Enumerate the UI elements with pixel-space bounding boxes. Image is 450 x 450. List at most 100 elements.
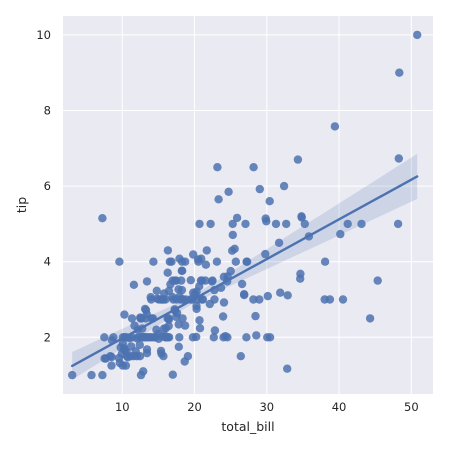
data-point bbox=[274, 238, 284, 247]
data-point bbox=[180, 321, 190, 330]
y-tick-labels: 2 4 6 8 10 bbox=[36, 28, 51, 344]
data-point bbox=[212, 257, 222, 266]
y-tick-label: 2 bbox=[44, 330, 51, 344]
data-point bbox=[163, 314, 172, 323]
data-point bbox=[116, 343, 125, 352]
data-point bbox=[195, 324, 205, 333]
y-tick-label: 4 bbox=[44, 255, 51, 269]
data-point bbox=[252, 331, 261, 340]
data-point bbox=[279, 181, 289, 191]
data-point bbox=[224, 187, 233, 196]
data-point bbox=[127, 314, 137, 323]
data-point bbox=[207, 277, 217, 286]
data-point bbox=[242, 333, 251, 342]
data-point bbox=[265, 197, 274, 206]
data-point bbox=[271, 219, 281, 229]
x-tick-labels: 10 20 30 40 50 bbox=[115, 400, 419, 414]
data-point bbox=[157, 332, 167, 341]
data-point bbox=[330, 122, 340, 131]
data-point bbox=[202, 246, 211, 255]
data-point bbox=[293, 155, 303, 164]
data-point bbox=[296, 269, 305, 278]
data-point bbox=[239, 290, 249, 299]
data-point bbox=[174, 342, 183, 351]
data-point bbox=[210, 326, 220, 335]
data-point bbox=[242, 257, 252, 266]
data-point bbox=[255, 295, 264, 304]
data-point bbox=[98, 214, 107, 223]
data-point bbox=[282, 219, 291, 229]
x-axis-label: total_bill bbox=[221, 419, 274, 434]
data-point bbox=[338, 295, 348, 304]
data-point bbox=[343, 219, 352, 229]
data-point bbox=[141, 305, 151, 315]
data-point bbox=[107, 361, 116, 370]
data-point bbox=[300, 219, 309, 229]
data-point bbox=[177, 266, 186, 275]
data-point bbox=[87, 370, 96, 380]
x-tick-label: 10 bbox=[115, 400, 130, 414]
data-point bbox=[142, 277, 152, 286]
data-point bbox=[120, 310, 129, 319]
data-point bbox=[164, 286, 174, 295]
data-point bbox=[263, 291, 272, 301]
data-point bbox=[101, 354, 111, 363]
data-point bbox=[283, 364, 292, 373]
data-point bbox=[165, 257, 174, 266]
data-point bbox=[192, 301, 201, 311]
data-point bbox=[195, 219, 204, 229]
data-point bbox=[194, 257, 203, 266]
data-point bbox=[174, 320, 183, 329]
data-point bbox=[209, 333, 218, 342]
y-tick-label: 6 bbox=[44, 179, 51, 193]
data-point bbox=[189, 250, 198, 259]
data-point bbox=[141, 314, 151, 323]
x-tick-label: 50 bbox=[404, 400, 419, 414]
data-point bbox=[181, 257, 190, 266]
data-point bbox=[195, 316, 204, 325]
data-point bbox=[129, 280, 139, 289]
data-point bbox=[228, 230, 237, 240]
regression-fit-line bbox=[70, 175, 419, 368]
y-tick-label: 10 bbox=[36, 28, 51, 42]
data-point bbox=[261, 214, 270, 223]
data-point bbox=[206, 219, 215, 229]
data-point bbox=[205, 299, 214, 309]
data-point bbox=[118, 361, 128, 370]
regression-line bbox=[70, 175, 419, 368]
x-tick-label: 30 bbox=[259, 400, 274, 414]
data-point bbox=[232, 213, 242, 223]
data-point bbox=[325, 295, 335, 304]
data-point bbox=[228, 219, 237, 229]
data-point bbox=[395, 68, 404, 77]
data-point bbox=[297, 213, 306, 222]
data-point bbox=[175, 333, 184, 342]
y-tick-label: 8 bbox=[44, 104, 51, 118]
data-point bbox=[373, 276, 382, 285]
data-point bbox=[159, 352, 168, 361]
data-point bbox=[213, 163, 222, 172]
data-point bbox=[219, 333, 228, 342]
x-tick-label: 20 bbox=[187, 400, 202, 414]
x-tick-label: 40 bbox=[332, 400, 347, 414]
data-point bbox=[394, 154, 403, 163]
data-point bbox=[249, 163, 258, 172]
data-point bbox=[201, 260, 211, 269]
data-point bbox=[177, 285, 187, 295]
data-point bbox=[142, 349, 152, 358]
confidence-band bbox=[72, 153, 418, 380]
data-point bbox=[276, 288, 285, 297]
data-point bbox=[172, 295, 181, 304]
data-point bbox=[219, 298, 229, 307]
y-axis-label: tip bbox=[14, 197, 29, 213]
data-point bbox=[135, 340, 144, 350]
data-point bbox=[249, 295, 258, 304]
data-point bbox=[188, 333, 198, 342]
data-point bbox=[136, 370, 146, 380]
data-point bbox=[413, 30, 422, 40]
data-point bbox=[163, 246, 173, 255]
data-point bbox=[158, 295, 167, 304]
data-point bbox=[283, 291, 292, 300]
data-point bbox=[180, 357, 189, 366]
